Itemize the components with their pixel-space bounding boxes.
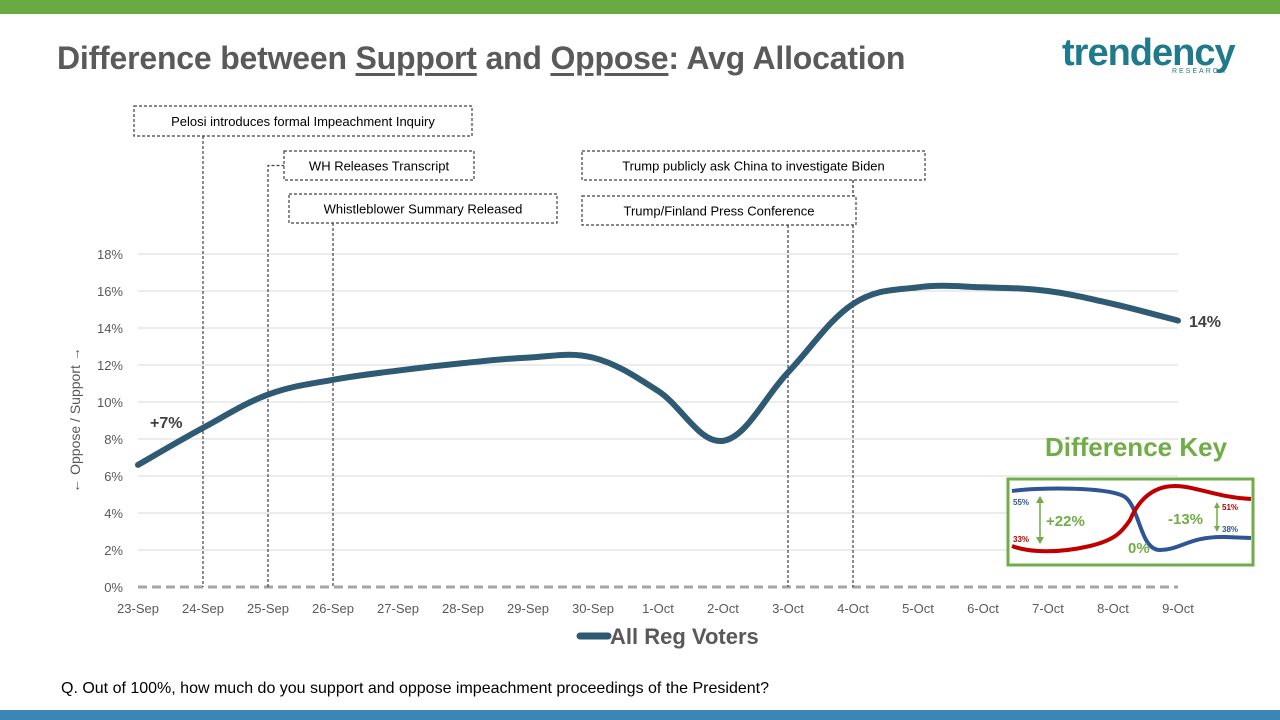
y-tick-label: 8% bbox=[104, 432, 123, 447]
legend: All Reg Voters bbox=[576, 624, 759, 649]
y-tick-label: 10% bbox=[97, 395, 123, 410]
difference-key-title: Difference Key bbox=[1045, 432, 1228, 462]
key-left-top: 55% bbox=[1013, 498, 1029, 507]
x-tick-label: 26-Sep bbox=[312, 601, 354, 616]
event-annotation: WH Releases Transcript bbox=[267, 150, 475, 587]
key-right-arrowhead-bottom bbox=[1214, 526, 1220, 532]
x-tick-label: 25-Sep bbox=[247, 601, 289, 616]
y-tick-label: 12% bbox=[97, 358, 123, 373]
x-tick-label: 3-Oct bbox=[772, 601, 804, 616]
key-left-diff: +22% bbox=[1046, 513, 1085, 530]
key-oppose-curve bbox=[1011, 483, 1252, 554]
x-tick-label: 23-Sep bbox=[117, 601, 159, 616]
trendency-logo: trendency RESEARCH bbox=[1062, 32, 1247, 80]
start-value-label: +7% bbox=[150, 415, 182, 432]
top-accent-bar bbox=[0, 0, 1280, 14]
y-tick-label: 2% bbox=[104, 543, 123, 558]
event-box bbox=[581, 195, 857, 226]
key-cross-label: 0% bbox=[1128, 540, 1150, 557]
x-tick-label: 1-Oct bbox=[642, 601, 674, 616]
end-value-label: 14% bbox=[1189, 314, 1221, 331]
x-tick-label: 30-Sep bbox=[572, 601, 614, 616]
y-axis-label: ← Oppose / Support → bbox=[67, 347, 83, 493]
event-label: Trump publicly ask China to investigate … bbox=[622, 159, 885, 174]
x-tick-label: 27-Sep bbox=[377, 601, 419, 616]
title-oppose: Oppose bbox=[550, 40, 669, 76]
survey-question: Q. Out of 100%, how much do you support … bbox=[61, 680, 769, 697]
key-right-arrowhead-top bbox=[1214, 502, 1220, 508]
y-tick-label: 4% bbox=[104, 506, 123, 521]
event-drop-line bbox=[267, 164, 284, 587]
y-tick-label: 16% bbox=[97, 284, 123, 299]
x-tick-label: 7-Oct bbox=[1032, 601, 1064, 616]
key-right-top: 51% bbox=[1222, 503, 1238, 512]
title-support: Support bbox=[355, 40, 477, 76]
x-tick-label: 29-Sep bbox=[507, 601, 549, 616]
event-label: WH Releases Transcript bbox=[309, 159, 450, 174]
key-left-bottom: 33% bbox=[1013, 535, 1029, 544]
key-right-bottom: 38% bbox=[1222, 525, 1238, 534]
difference-key: Difference Key 55% 33% +22% 0% -13% 51% … bbox=[1006, 432, 1255, 567]
x-tick-label: 4-Oct bbox=[837, 601, 869, 616]
y-tick-label: 0% bbox=[104, 580, 123, 595]
key-left-arrowhead-bottom bbox=[1036, 537, 1044, 544]
event-annotation: Pelosi introduces formal Impeachment Inq… bbox=[133, 105, 473, 587]
x-tick-label: 28-Sep bbox=[442, 601, 484, 616]
event-box bbox=[133, 105, 473, 137]
event-box bbox=[283, 150, 475, 181]
y-tick-label: 14% bbox=[97, 321, 123, 336]
event-box bbox=[288, 193, 558, 224]
logo-word: trendency bbox=[1062, 32, 1236, 74]
event-box bbox=[581, 150, 926, 181]
event-annotation: Trump/Finland Press Conference bbox=[581, 195, 857, 587]
key-support-curve bbox=[1011, 486, 1252, 553]
legend-series-label: All Reg Voters bbox=[610, 624, 759, 649]
x-tick-label: 5-Oct bbox=[902, 601, 934, 616]
x-tick-label: 9-Oct bbox=[1162, 601, 1194, 616]
key-left-arrowhead-top bbox=[1036, 496, 1044, 503]
x-tick-label: 2-Oct bbox=[707, 601, 739, 616]
title-prefix: Difference between bbox=[57, 40, 356, 76]
page-title: Difference between Support and Oppose: A… bbox=[57, 40, 905, 77]
x-tick-label: 6-Oct bbox=[967, 601, 999, 616]
event-annotation: Whistleblower Summary Released bbox=[288, 193, 558, 587]
y-tick-label: 18% bbox=[97, 247, 123, 262]
title-mid: and bbox=[476, 40, 551, 76]
title-suffix: : Avg Allocation bbox=[668, 40, 906, 76]
bottom-accent-bar bbox=[0, 710, 1280, 720]
x-tick-label: 8-Oct bbox=[1097, 601, 1129, 616]
key-right-diff: -13% bbox=[1168, 511, 1203, 528]
event-annotation: Trump publicly ask China to investigate … bbox=[581, 150, 926, 587]
logo-sub: RESEARCH bbox=[1172, 68, 1227, 75]
y-tick-label: 6% bbox=[104, 469, 123, 484]
x-tick-label: 24-Sep bbox=[182, 601, 224, 616]
series-line bbox=[135, 282, 1181, 468]
event-label: Whistleblower Summary Released bbox=[324, 202, 523, 217]
event-label: Trump/Finland Press Conference bbox=[624, 204, 815, 219]
event-label: Pelosi introduces formal Impeachment Inq… bbox=[171, 114, 435, 129]
